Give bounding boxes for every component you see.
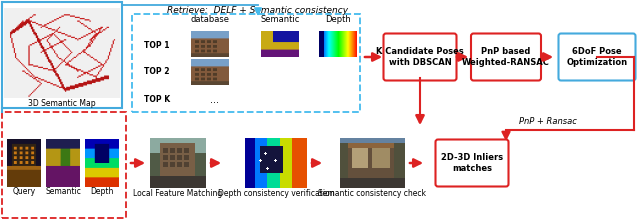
Text: Depth: Depth	[90, 187, 114, 196]
Text: Query: Query	[12, 187, 36, 196]
Text: TOP K: TOP K	[144, 95, 170, 105]
Text: Retrieve:  DELF + Semantic consistency: Retrieve: DELF + Semantic consistency	[168, 6, 349, 15]
Text: Local Feature Matching: Local Feature Matching	[133, 189, 223, 198]
Text: 2D-3D Inliers
matches: 2D-3D Inliers matches	[441, 153, 503, 173]
Text: 3D Semantic Map: 3D Semantic Map	[28, 99, 96, 107]
Text: database: database	[191, 15, 230, 23]
FancyBboxPatch shape	[471, 34, 541, 80]
FancyBboxPatch shape	[559, 34, 636, 80]
Text: TOP 2: TOP 2	[144, 67, 170, 76]
Text: 6DoF Pose
Optimization: 6DoF Pose Optimization	[566, 47, 628, 67]
Text: Semantic consistency check: Semantic consistency check	[318, 189, 426, 198]
Text: ...: ...	[210, 95, 219, 105]
Text: Depth: Depth	[325, 15, 351, 23]
Text: Semantic: Semantic	[45, 187, 81, 196]
FancyBboxPatch shape	[435, 139, 509, 187]
FancyBboxPatch shape	[383, 34, 456, 80]
Text: Semantic: Semantic	[260, 15, 300, 23]
Text: PnP based
Weighted-RANSAC: PnP based Weighted-RANSAC	[462, 47, 550, 67]
Text: TOP 1: TOP 1	[144, 40, 170, 50]
Text: PnP + Ransac: PnP + Ransac	[519, 116, 577, 126]
Text: Depth consistency verification: Depth consistency verification	[218, 189, 334, 198]
Text: K Candidate Poses
with DBSCAN: K Candidate Poses with DBSCAN	[376, 47, 464, 67]
